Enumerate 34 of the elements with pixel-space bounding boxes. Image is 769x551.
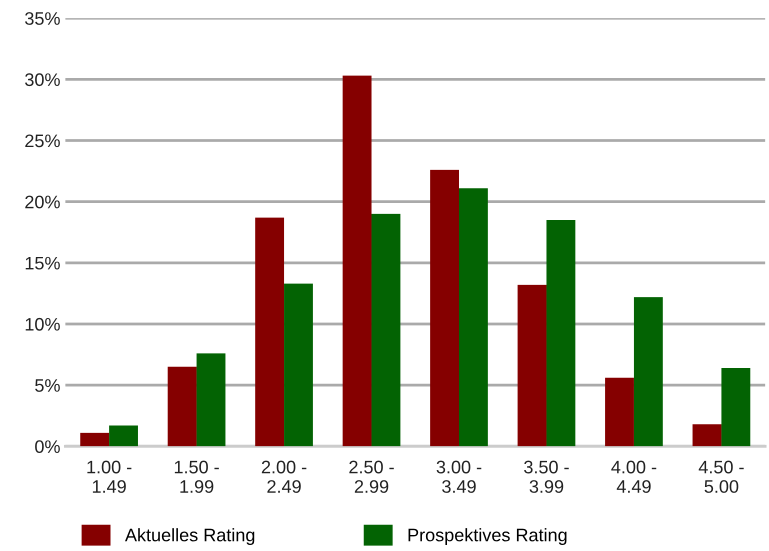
bar — [605, 378, 634, 446]
bar — [109, 426, 138, 446]
x-tick-label: 4.50 - 5.00 — [698, 460, 744, 493]
bar — [458, 188, 488, 446]
x-tick-label: 2.50 - 2.99 — [349, 460, 394, 493]
y-tick-label: 20% — [25, 196, 60, 208]
bar — [196, 353, 226, 446]
x-tick-label: 3.00 - 3.49 — [436, 460, 482, 493]
bar — [372, 214, 400, 446]
bar — [255, 218, 284, 446]
x-tick-label: 1.50 - 1.99 — [174, 460, 219, 493]
bar — [168, 366, 197, 446]
bar — [692, 424, 722, 446]
y-tick-label: 10% — [26, 318, 60, 331]
y-tick-label: 5% — [35, 379, 60, 392]
x-tick-label: 2.00 - 2.49 — [262, 460, 306, 493]
y-tick-label: 0% — [35, 440, 60, 454]
y-tick-label: 25% — [25, 134, 60, 148]
legend-label: Aktuelles Rating — [124, 528, 254, 545]
bar — [284, 284, 313, 446]
x-tick-label: 1.00 - 1.49 — [87, 460, 132, 493]
y-tick-label: 30% — [25, 73, 60, 86]
bar — [546, 220, 576, 446]
bar — [721, 368, 750, 446]
bar — [634, 297, 663, 446]
legend-label: Prospektives Rating — [408, 528, 566, 545]
bar — [342, 76, 372, 446]
x-tick-label: 3.50 - 3.99 — [524, 460, 569, 493]
bar — [430, 170, 459, 446]
bar — [518, 284, 546, 446]
y-tick-label: 15% — [26, 256, 60, 270]
x-tick-label: 4.00 - 4.49 — [611, 460, 656, 493]
y-tick-label: 35% — [25, 12, 60, 25]
bar — [80, 432, 110, 446]
